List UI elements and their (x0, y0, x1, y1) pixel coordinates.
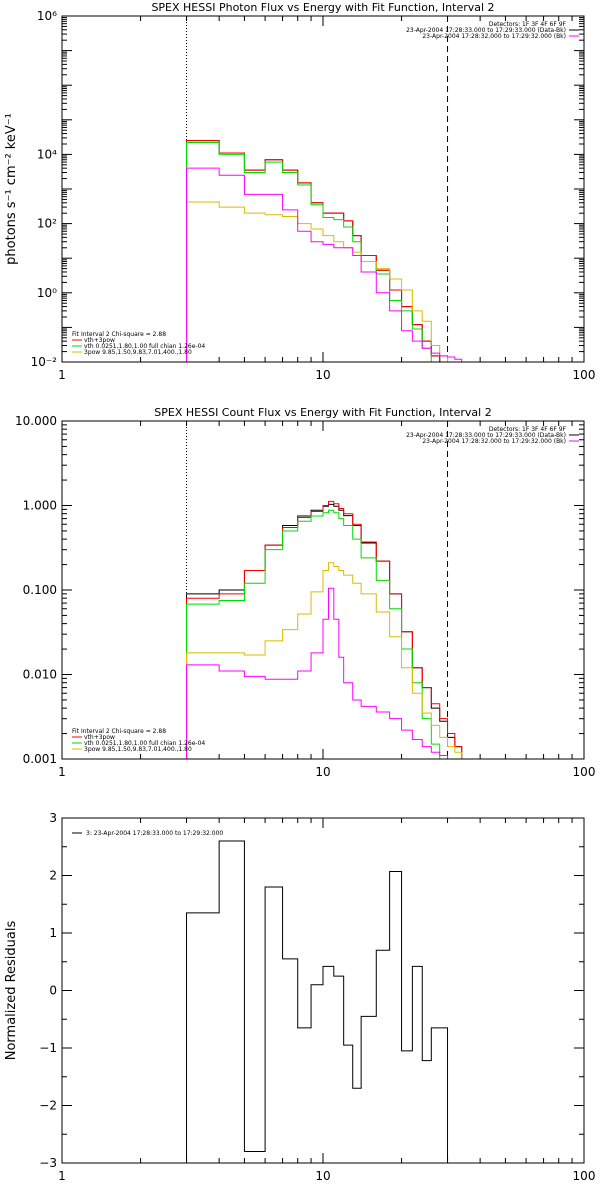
series-line-1 (186, 503, 463, 759)
plot-frame (61, 15, 585, 363)
series-line-5 (186, 587, 463, 759)
legend-header: Detectors: 1F 3F 4F 6F 9F (489, 426, 567, 433)
fit-legend-entry-label: 3pow 9.85,1.50,9.83,7.01,400.,1.80 (84, 349, 192, 356)
legend-entry-label: 23-Apr-2004 17:28:33.000 to 17:29:33.000… (406, 432, 566, 439)
y-tick-label: 1 (49, 926, 57, 940)
series-group (186, 840, 449, 1163)
x-tick-label: 100 (573, 368, 596, 382)
fit-legend-entry-label: vth 0.0251,1.80,1.00 full chian 1.26e-04 (84, 343, 205, 350)
legend-entry-label: 23-Apr-2004 17:28:32.000 to 17:29:32.000… (422, 33, 566, 40)
fit-legend-entry-label: vth+3pow (84, 734, 115, 741)
y-tick-label: 3 (49, 811, 57, 825)
legend-entry-label: 3: 23-Apr-2004 17:28:33.000 to 17:29:32.… (86, 830, 223, 837)
y-tick-label: 0 (49, 984, 57, 998)
y-tick-label: 1.000 (23, 499, 57, 513)
x-tick-label: 10 (315, 1169, 330, 1183)
y-tick-label: 10⁴ (37, 147, 57, 161)
chart-title: SPEX HESSI Photon Flux vs Energy with Fi… (151, 1, 494, 14)
x-tick-label: 100 (573, 1169, 596, 1183)
series-line-4 (186, 201, 456, 362)
legend-entry-label: 23-Apr-2004 17:28:32.000 to 17:29:32.000… (422, 438, 566, 445)
series-line-3 (186, 142, 432, 362)
y-tick-label: 10⁰ (37, 286, 57, 300)
y-axis-label: photons s⁻¹ cm⁻² keV⁻¹ (4, 113, 19, 265)
x-tick-label: 1 (58, 765, 66, 779)
x-tick-label: 10 (315, 765, 330, 779)
series-group (186, 140, 463, 362)
y-tick-label: 2 (49, 869, 57, 883)
y-tick-label: 0.100 (23, 583, 57, 597)
panel-2: SPEX HESSI Count Flux vs Energy with Fit… (15, 406, 596, 779)
fit-legend-entry-label: 3pow 9.85,1.50,9.83,7.01,400.,1.80 (84, 746, 192, 753)
x-tick-label: 10 (315, 368, 330, 382)
plot-frame (61, 817, 585, 1164)
series-line-4 (186, 562, 463, 759)
series-line-5 (186, 167, 463, 362)
y-tick-label: 10⁻² (31, 355, 58, 369)
y-axis-label: Normalized Residuals (4, 921, 19, 1061)
y-tick-label: −1 (39, 1041, 57, 1055)
y-tick-label: 10² (37, 217, 57, 231)
y-tick-label: 10⁶ (37, 9, 57, 23)
series-group (186, 500, 463, 759)
y-tick-label: 0.001 (23, 752, 57, 766)
legend-entry-label: 23-Apr-2004 17:28:33.000 to 17:29:33.000… (406, 27, 566, 34)
x-tick-label: 1 (58, 368, 66, 382)
series-line-1 (186, 840, 449, 1163)
fit-legend-entry-label: vth+3pow (84, 337, 115, 344)
y-tick-label: 0.010 (23, 668, 57, 682)
plot-frame (61, 420, 585, 760)
chart-title: SPEX HESSI Count Flux vs Energy with Fit… (154, 406, 491, 419)
y-tick-label: −2 (39, 1099, 57, 1113)
x-tick-label: 1 (58, 1169, 66, 1183)
panel-1: SPEX HESSI Photon Flux vs Energy with Fi… (4, 1, 596, 382)
fit-legend-header: Fit Interval 2 Chi-square = 2.88 (72, 728, 166, 735)
y-tick-label: −3 (39, 1156, 57, 1170)
y-tick-label: 10.000 (15, 414, 57, 428)
fit-legend-entry-label: vth 0.0251,1.80,1.00 full chian 1.26e-04 (84, 740, 205, 747)
panel-3: 1 10 100 −3 −2 −1 0 1 2 3 Normalized Residuals 3: 2… (4, 811, 596, 1183)
fit-legend-header: Fit Interval 2 Chi-square = 2.88 (72, 331, 166, 338)
x-tick-label: 100 (573, 765, 596, 779)
series-line-3 (186, 509, 441, 759)
legend-header: Detectors: 1F 3F 4F 6F 9F (489, 21, 567, 28)
series-line-2 (186, 500, 463, 759)
